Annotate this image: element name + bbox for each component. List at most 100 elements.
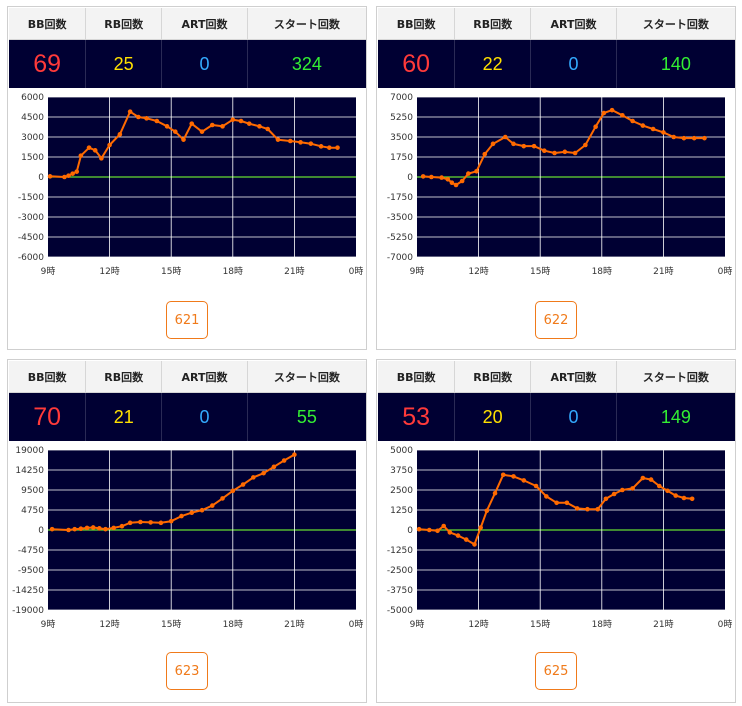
machine-number-button[interactable]: 622 <box>535 301 577 339</box>
art-count-header: ART回数 <box>161 361 248 393</box>
data-point <box>246 121 252 126</box>
data-point <box>490 141 496 147</box>
data-point <box>103 526 108 532</box>
data-point <box>230 488 236 494</box>
y-tick-label: -4500 <box>18 233 44 243</box>
machine-number-button[interactable]: 625 <box>535 652 577 690</box>
data-point <box>251 475 256 480</box>
data-point <box>611 491 617 497</box>
x-tick-label: 0時 <box>349 266 364 277</box>
data-point <box>583 142 588 148</box>
data-point <box>585 506 590 512</box>
data-point <box>209 503 215 508</box>
data-point <box>49 526 55 532</box>
data-point <box>463 537 469 542</box>
x-tick-label: 18時 <box>223 619 243 630</box>
data-point <box>593 124 598 130</box>
x-tick-label: 15時 <box>530 619 550 630</box>
y-tick-label: -3500 <box>387 213 413 223</box>
slot-panel-2: BB回数 RB回数 ART回数 スタート回数 60 22 0 140 7000 5… <box>376 6 736 350</box>
x-tick-label: 15時 <box>161 619 181 630</box>
start-count-header: スタート回数 <box>616 361 735 393</box>
data-point <box>500 472 506 478</box>
data-point <box>420 174 426 179</box>
y-tick-label: -14250 <box>12 586 44 596</box>
y-tick-label: 1250 <box>390 506 413 516</box>
y-tick-label: 3750 <box>390 466 413 476</box>
data-point <box>603 496 609 502</box>
data-point <box>117 132 123 137</box>
data-point <box>521 143 527 149</box>
data-point <box>181 137 186 142</box>
machine-number-button[interactable]: 623 <box>166 652 208 690</box>
data-point <box>455 533 461 538</box>
data-point <box>66 173 71 178</box>
series-line <box>50 110 338 178</box>
bb-count-value: 53 <box>378 392 456 441</box>
y-tick-label: 14250 <box>15 466 44 476</box>
y-tick-label: -6000 <box>18 253 44 263</box>
data-point <box>240 482 246 487</box>
y-tick-label: 9500 <box>21 486 44 496</box>
data-point <box>148 520 153 525</box>
data-point <box>640 123 646 128</box>
y-tick-label: -19000 <box>12 606 44 616</box>
bb-count-header: BB回数 <box>378 8 456 40</box>
payout-line-chart: 5000 3750 2500 1250 0 -1250 -2500 -3750 -5000 9時 1… <box>387 446 733 630</box>
y-tick-label: 0 <box>407 173 413 183</box>
y-tick-label: -7000 <box>387 253 413 263</box>
x-tick-label: 18時 <box>592 266 612 277</box>
data-point <box>238 118 244 124</box>
data-point <box>86 145 92 150</box>
y-tick-label: -1750 <box>387 193 413 203</box>
x-tick-label: 12時 <box>99 266 119 277</box>
bb-count-value: 60 <box>378 39 456 88</box>
data-point <box>554 500 559 506</box>
data-point <box>482 151 488 157</box>
data-point <box>173 129 178 134</box>
data-point <box>281 458 287 463</box>
data-point <box>620 487 625 493</box>
y-tick-label: -3750 <box>387 586 413 596</box>
rb-count-value: 25 <box>85 39 163 88</box>
data-point <box>298 140 303 145</box>
y-tick-label: 19000 <box>15 446 44 456</box>
x-tick-label: 21時 <box>653 266 673 277</box>
data-point <box>47 174 53 179</box>
data-point <box>673 493 679 498</box>
data-point <box>168 518 174 524</box>
x-tick-label: 18時 <box>592 619 612 630</box>
data-point <box>552 150 557 156</box>
y-tick-label: 1750 <box>390 153 413 163</box>
x-tick-label: 12時 <box>468 619 488 630</box>
data-point <box>90 525 96 530</box>
start-count-value: 140 <box>616 39 735 88</box>
x-tick-label: 9時 <box>410 619 425 630</box>
art-count-header: ART回数 <box>161 8 248 40</box>
x-tick-label: 0時 <box>718 619 733 630</box>
data-point <box>220 124 225 129</box>
data-point <box>511 141 516 147</box>
stats-table: BB回数 RB回数 ART回数 スタート回数 53 20 0 149 <box>378 361 735 441</box>
x-tick-label: 12時 <box>99 619 119 630</box>
data-point <box>427 527 432 533</box>
data-point <box>292 452 297 457</box>
data-point <box>230 117 236 122</box>
data-point <box>691 135 697 141</box>
x-tick-label: 9時 <box>410 266 425 277</box>
data-point <box>158 520 164 526</box>
data-point <box>154 118 160 124</box>
bb-count-header: BB回数 <box>9 361 87 393</box>
data-point <box>671 134 676 140</box>
data-point <box>164 124 170 129</box>
data-point <box>70 171 75 176</box>
data-point <box>574 506 580 511</box>
machine-number-button[interactable]: 621 <box>166 301 208 339</box>
rb-count-header: RB回数 <box>85 8 163 40</box>
data-point <box>439 175 444 180</box>
data-point <box>127 109 133 114</box>
y-tick-label: 5000 <box>390 446 413 456</box>
data-point <box>199 129 205 134</box>
bb-count-value: 70 <box>9 392 87 441</box>
data-point <box>62 174 67 180</box>
